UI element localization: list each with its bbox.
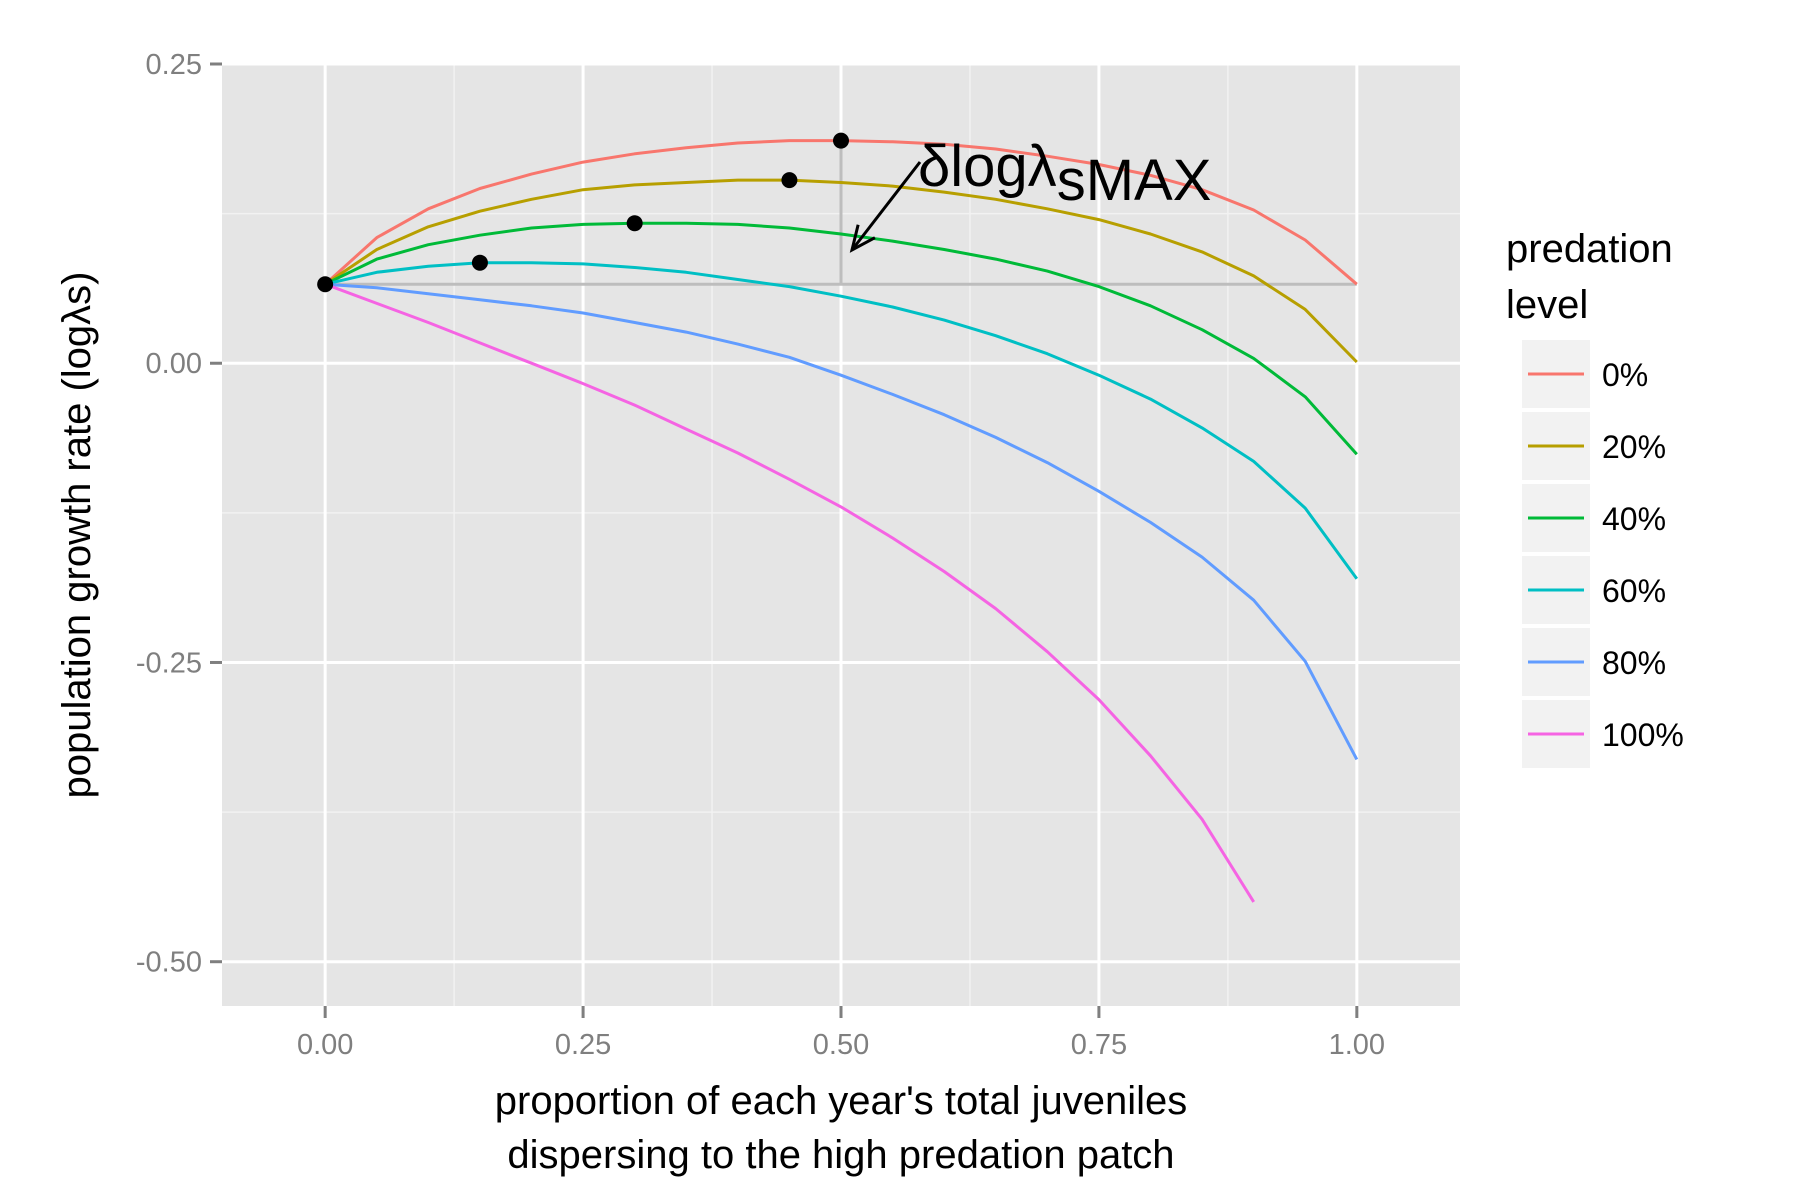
optimum-point — [781, 172, 798, 189]
optimum-point — [471, 254, 488, 271]
annotation-subscript: sMAX — [1057, 148, 1212, 213]
series-line-80pct — [325, 282, 1359, 761]
annotation-main-text: δlogλ — [918, 134, 1057, 199]
y-tick-label: 0.00 — [146, 348, 202, 380]
legend-label: 60% — [1602, 573, 1666, 609]
x-axis-title-line: proportion of each year's total juvenile… — [495, 1079, 1187, 1123]
x-tick-label: 0.25 — [555, 1029, 611, 1061]
x-tick-label: 0.50 — [813, 1029, 869, 1061]
grid-lines — [222, 62, 1460, 1006]
annotation: δlogλsMAX — [849, 134, 1211, 253]
x-axis-title-line: dispersing to the high predation patch — [507, 1133, 1174, 1177]
annotation-arrow-head — [849, 224, 876, 253]
series-line-100pct — [324, 282, 1255, 903]
legend: predation level 0% 20% 40% 60% 80% 100% — [1506, 227, 1684, 768]
legend-label: 80% — [1602, 645, 1666, 681]
annotation-arrow-shaft — [850, 161, 922, 251]
x-tick-label: 1.00 — [1329, 1029, 1385, 1061]
legend-title: predation level — [1506, 227, 1673, 327]
legend-label: 40% — [1602, 501, 1666, 537]
y-tick-label: -0.50 — [136, 947, 202, 979]
optimum-point — [833, 132, 849, 149]
legend-title-line: level — [1506, 283, 1588, 327]
optimum-points — [317, 132, 849, 293]
optimum-point — [317, 276, 334, 293]
y-axis-title: population growth rate (logλs) — [55, 272, 99, 799]
y-tick-label: 0.25 — [146, 49, 202, 81]
series-line-20pct — [324, 178, 1358, 364]
y-tick-label: -0.25 — [136, 647, 202, 679]
legend-label: 0% — [1602, 357, 1648, 393]
x-tick-label: 0.00 — [297, 1029, 353, 1061]
x-tick-label: 0.75 — [1071, 1029, 1127, 1061]
annotation-label: δlogλsMAX — [918, 134, 1211, 213]
series-line-60pct — [324, 261, 1359, 580]
optimum-point — [626, 215, 643, 232]
x-axis-title: proportion of each year's total juvenile… — [495, 1079, 1187, 1177]
legend-label: 100% — [1602, 717, 1684, 753]
axes: 0.25 0.00 -0.25 -0.50 0.00 0.25 0.50 0.75 1.00 pr… — [55, 49, 1385, 1177]
reference-lines — [325, 140, 1357, 286]
legend-title-line: predation — [1506, 227, 1673, 271]
series-line-40pct — [324, 221, 1358, 456]
legend-label: 20% — [1602, 429, 1666, 465]
